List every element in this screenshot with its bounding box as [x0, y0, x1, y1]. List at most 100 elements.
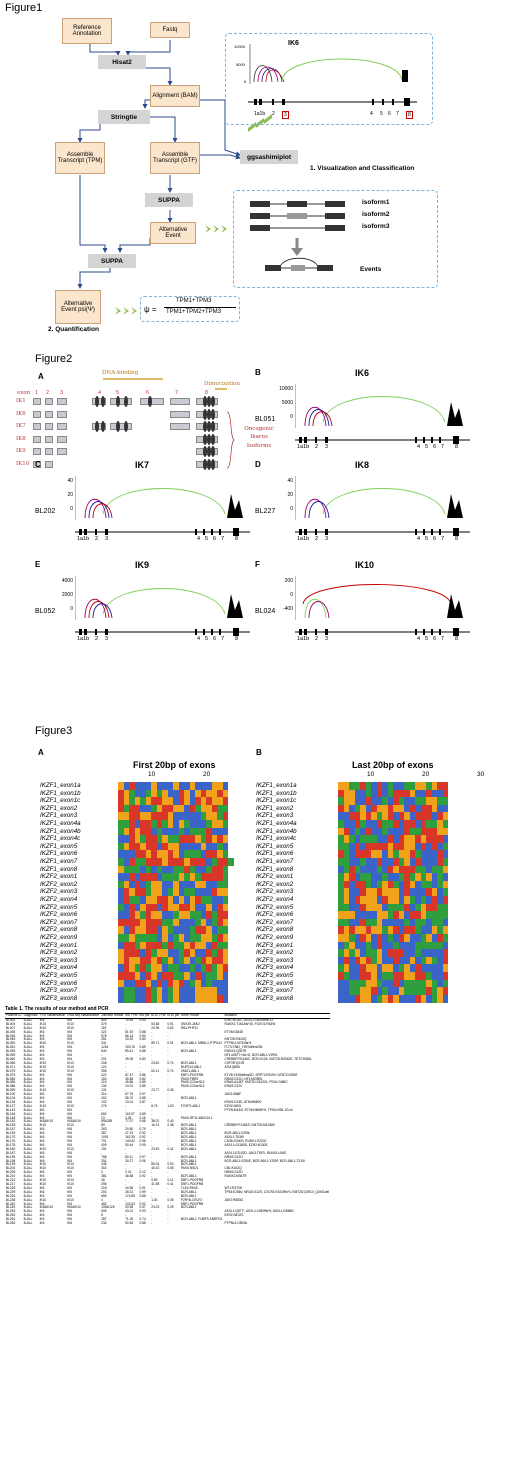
base-cell — [178, 865, 184, 874]
base-cell — [195, 850, 201, 859]
gene-label: IKZF3_exon2 — [256, 949, 294, 957]
base-cell — [382, 820, 388, 828]
base-cell — [431, 858, 437, 866]
base-cell — [140, 956, 146, 965]
table-cell: IK10 — [39, 1021, 47, 1026]
table-cell: - — [151, 1201, 153, 1206]
base-cell — [382, 941, 388, 950]
table-cell: - — [151, 1045, 153, 1050]
table-cell: B-ALL — [23, 1131, 33, 1136]
table-cell: 115.97 — [125, 1111, 135, 1116]
base-cell — [123, 918, 129, 927]
base-cell — [398, 873, 404, 882]
table-row: BL176 B-ALL IK6 IK6 791 140.62 0.96- - BCR-ABL1 C… — [5, 1139, 330, 1144]
table-header-cell: Mutation — [223, 1013, 331, 1019]
table-cell: KRAS:G12V — [224, 1084, 243, 1089]
base-cell — [404, 850, 410, 859]
base-cell — [173, 972, 179, 980]
base-cell — [338, 842, 344, 851]
base-cell — [134, 888, 140, 897]
base-cell — [178, 880, 184, 889]
base-cell — [184, 979, 190, 988]
base-cell — [134, 911, 140, 920]
exon-block — [45, 435, 53, 443]
base-cell — [118, 949, 124, 958]
base-cell — [140, 820, 146, 828]
suppa-box-1: SUPPA — [145, 193, 193, 207]
base-cell — [211, 964, 217, 973]
base-cell — [387, 842, 393, 851]
table-cell: TP53:E286V, NRAS:G12S, CXCR4:S341Rfs*3, … — [224, 1189, 330, 1194]
table-cell: - — [167, 1185, 169, 1190]
table-cell: 0.74 — [167, 1068, 174, 1073]
base-cell — [442, 804, 448, 813]
base-cell — [349, 972, 355, 980]
table-cell: - — [125, 1181, 127, 1186]
table-cell: 24.01 — [125, 1084, 134, 1089]
table-cell: CD36:G340S, RUNX1:S220C — [224, 1139, 267, 1143]
table-cell: EBF1-PDGFRB — [180, 1178, 204, 1183]
base-cell — [343, 979, 349, 988]
table-cell: IK6 — [67, 1127, 73, 1132]
base-cell — [156, 911, 162, 920]
base-cell — [343, 956, 349, 965]
base-cell — [145, 873, 151, 882]
base-cell — [173, 896, 179, 904]
table-row: BL159 B-ALL IK6 IK6 387 47.23 0.92- - BCR-ABL1 BC… — [5, 1131, 330, 1136]
base-cell — [409, 782, 415, 790]
base-cell — [387, 926, 393, 935]
table-cell: IK6 — [67, 1115, 73, 1120]
base-cell — [338, 865, 344, 874]
table-cell: - — [151, 1037, 153, 1042]
base-cell — [349, 804, 355, 813]
table-cell: 39.05 — [125, 1056, 134, 1061]
table-cell: 50.54 — [125, 1221, 134, 1226]
table-cell: - — [151, 1150, 153, 1155]
base-cell — [173, 956, 179, 965]
base-cell — [123, 820, 129, 828]
base-cell — [173, 850, 179, 859]
base-cell — [200, 827, 206, 836]
base-cell — [123, 949, 129, 958]
table-cell: CREBBP:R1446C, BCR:G125, KMT2D:N3043S, T… — [224, 1056, 313, 1061]
base-cell — [404, 972, 410, 980]
sequence-row — [338, 987, 448, 996]
base-cell — [426, 934, 432, 942]
base-cell — [222, 888, 228, 897]
table-cell: 0.92 — [139, 1131, 146, 1136]
base-cell — [398, 956, 404, 965]
table-cell: - — [167, 1154, 169, 1159]
base-cell — [431, 956, 437, 965]
base-cell — [354, 865, 360, 874]
table-cell: - — [167, 1115, 169, 1120]
base-cell — [420, 972, 426, 980]
gene-label: IKZF2_exon8 — [40, 926, 78, 934]
base-cell — [123, 896, 129, 904]
sequence-row — [118, 918, 228, 927]
base-cell — [442, 903, 448, 912]
table-cell: IK10 — [67, 1103, 74, 1108]
base-cell — [200, 888, 206, 897]
base-cell — [217, 865, 223, 874]
base-cell — [398, 835, 404, 844]
base-cell — [354, 804, 360, 813]
base-cell — [420, 926, 426, 935]
base-cell — [145, 858, 151, 866]
table-cell: 0.83 — [139, 1037, 146, 1042]
base-cell — [151, 858, 157, 866]
table-cell: BL099 — [6, 1088, 16, 1093]
base-cell — [151, 896, 157, 904]
table-cell: B-ALL — [23, 1021, 33, 1026]
sequence-row — [338, 827, 448, 836]
table-cell: - — [167, 1201, 169, 1206]
table-cell: - — [139, 1123, 141, 1128]
table-cell: - — [167, 1064, 169, 1069]
base-cell — [349, 812, 355, 821]
base-cell — [343, 987, 349, 996]
base-cell — [354, 850, 360, 859]
base-cell — [349, 964, 355, 973]
base-cell — [118, 979, 124, 988]
dna-binding-label: DNA-binding — [102, 370, 139, 376]
base-cell — [387, 987, 393, 996]
base-cell — [200, 880, 206, 889]
